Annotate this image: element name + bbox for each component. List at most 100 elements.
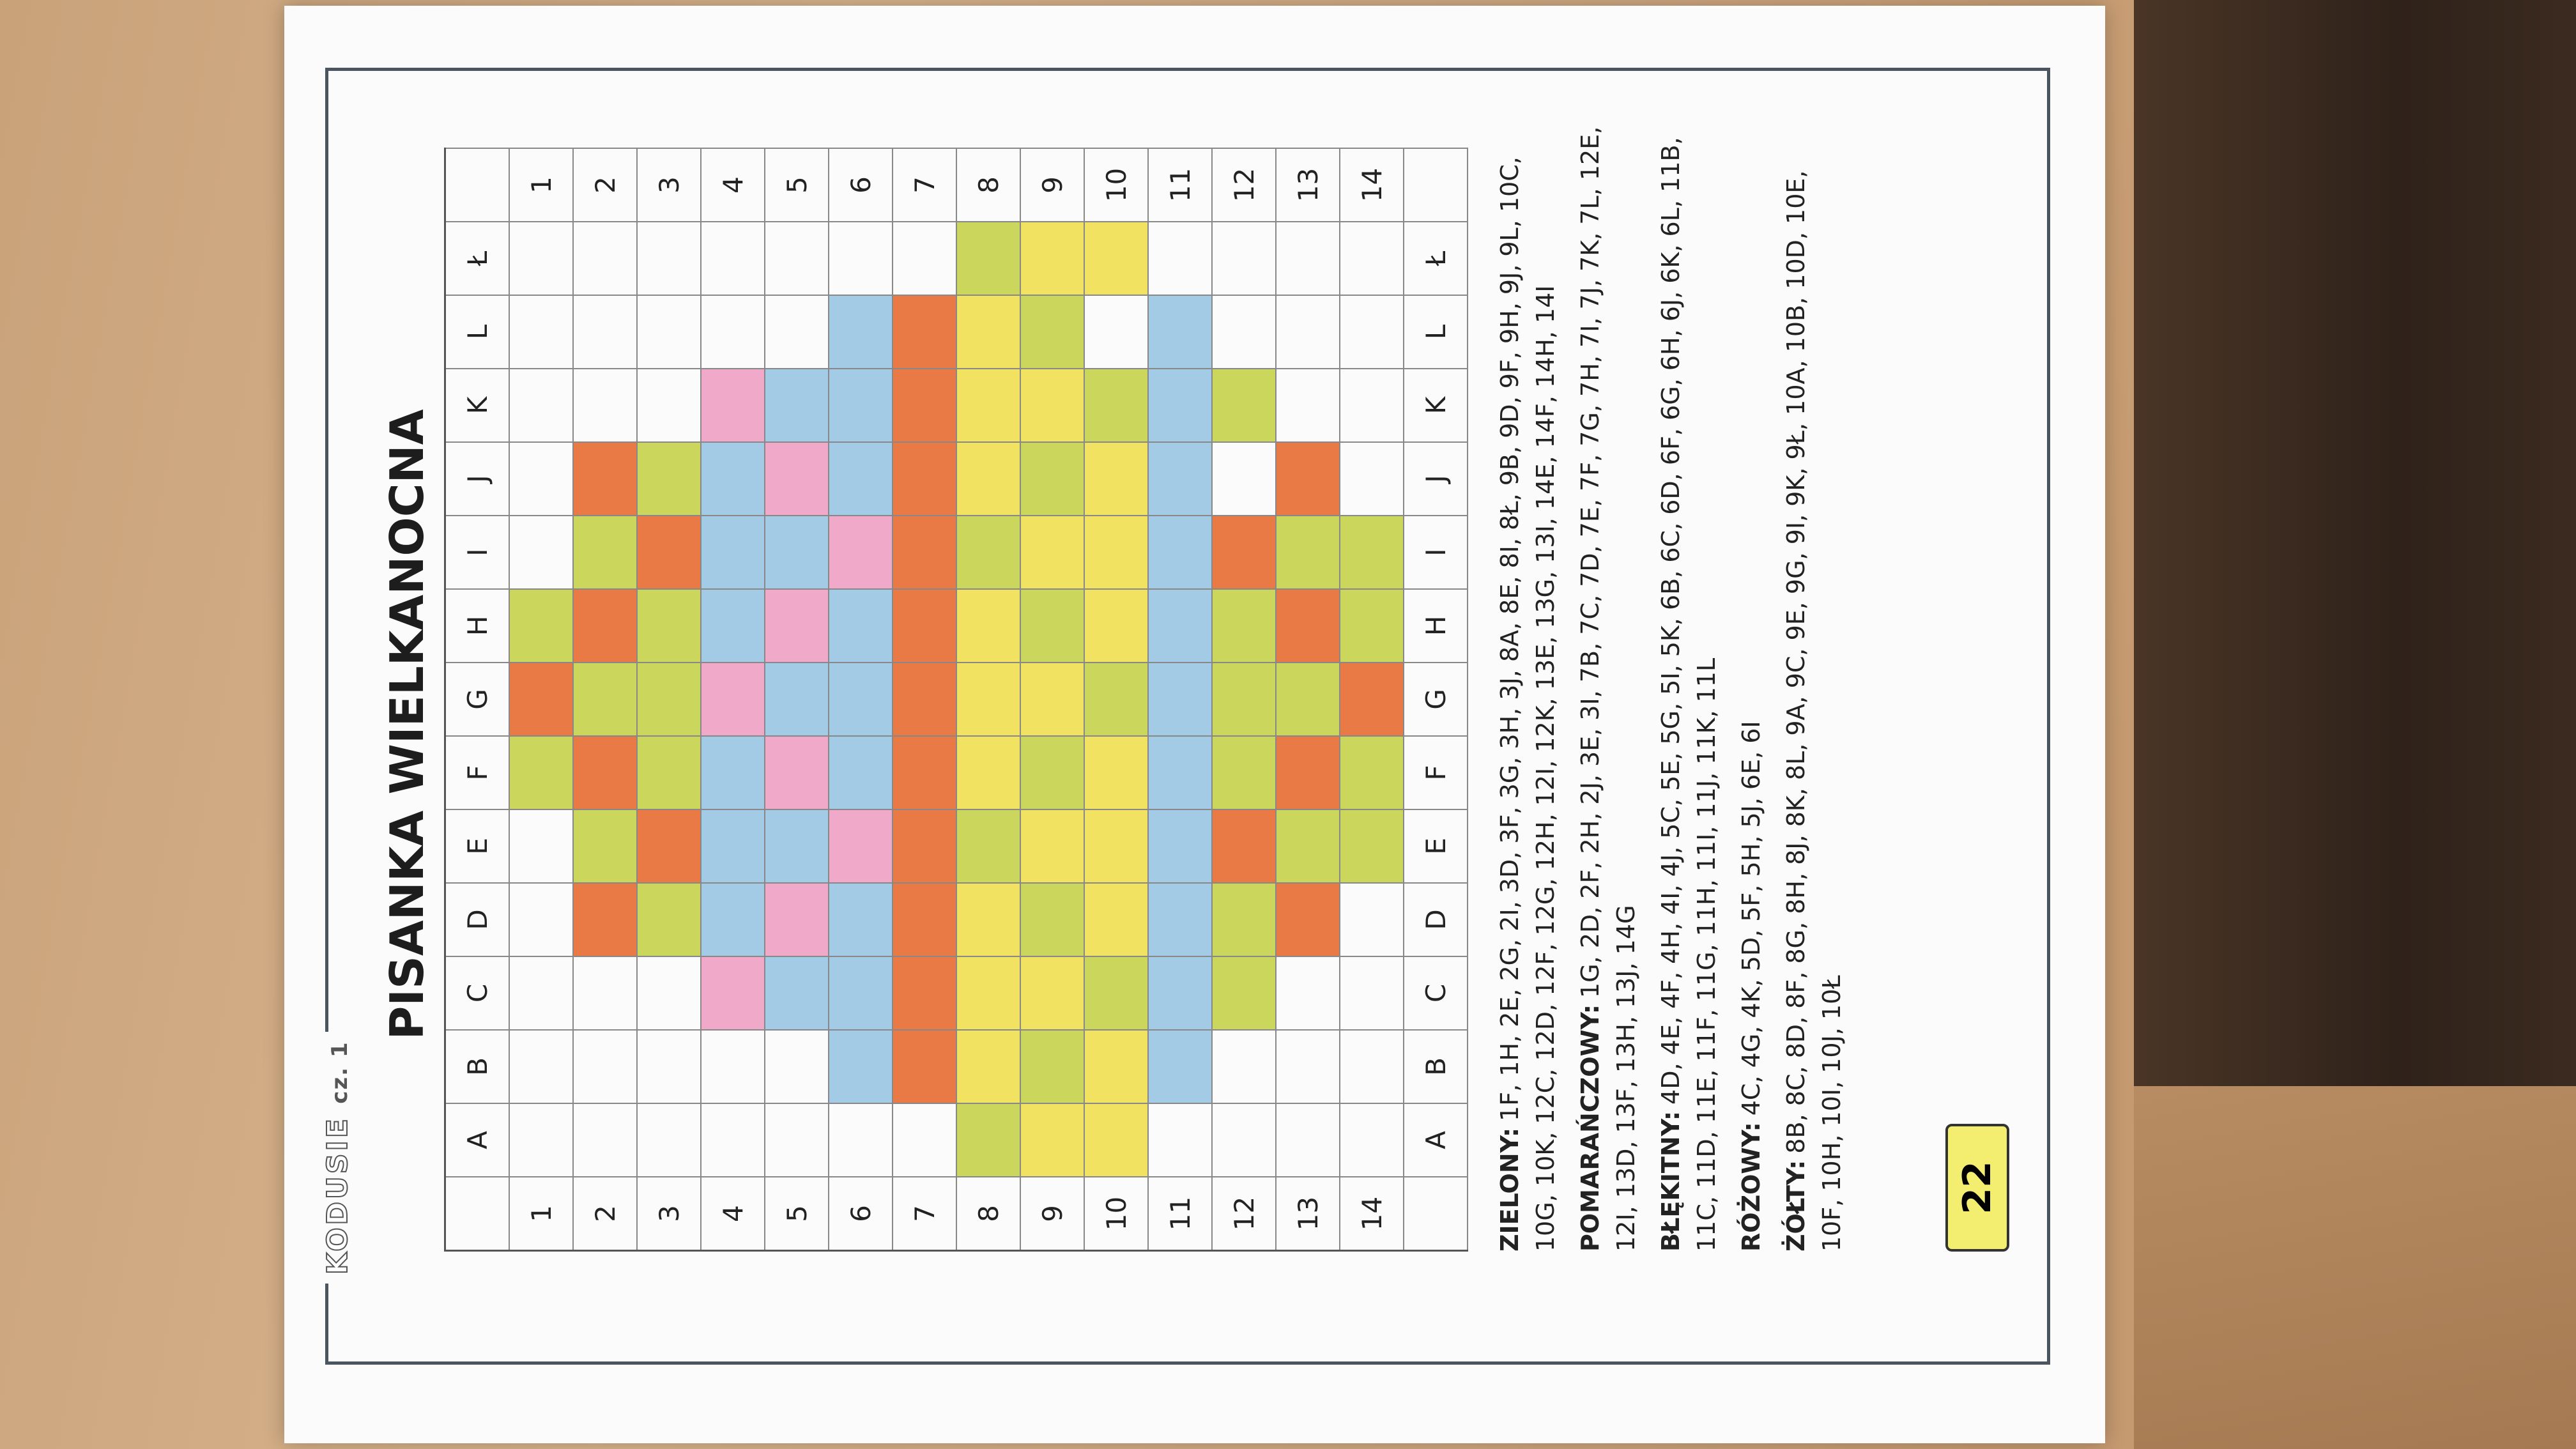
grid-cell: [510, 809, 574, 882]
row-label: 4: [702, 148, 765, 221]
column-label: B: [446, 1029, 510, 1103]
colored-cell: [829, 662, 893, 735]
colored-cell: [829, 588, 893, 662]
colored-cell: [765, 882, 829, 956]
legend-cells: 1F, 1H, 2E, 2G, 2I, 3D, 3F, 3G, 3H, 3J, …: [1496, 157, 1560, 1252]
grid-cell: [574, 295, 638, 368]
colored-cell: [702, 515, 765, 588]
grid-cell: [510, 882, 574, 956]
title: PISANKA WIELKANOCNA: [380, 409, 434, 1040]
grid-cell: [1276, 1029, 1340, 1103]
colored-cell: [1213, 735, 1276, 809]
colored-cell: [893, 368, 957, 441]
column-label: A: [1404, 1103, 1468, 1176]
colored-cell: [1085, 809, 1149, 882]
colored-cell: [1085, 588, 1149, 662]
colored-cell: [1085, 221, 1149, 295]
grid-cell: [1213, 1103, 1276, 1176]
row-label: 10: [1085, 148, 1149, 221]
grid-cell: [702, 295, 765, 368]
colored-cell: [1021, 441, 1085, 515]
row-label: 7: [893, 148, 957, 221]
legend-label: POMARAŃCZOWY:: [1576, 1004, 1604, 1252]
colored-cell: [957, 588, 1021, 662]
row-label: 2: [574, 148, 638, 221]
page-number: 22: [1945, 1124, 2009, 1252]
colored-cell: [893, 515, 957, 588]
colored-cell: [702, 662, 765, 735]
grid-cell: [1340, 956, 1404, 1029]
colored-cell: [702, 882, 765, 956]
row-label: 4: [702, 1176, 765, 1250]
legend-cells: 4C, 4G, 4K, 5D, 5F, 5H, 5J, 6E, 6I: [1737, 721, 1765, 1116]
column-label: F: [1404, 735, 1468, 809]
row-label: 6: [829, 1176, 893, 1250]
colored-cell: [829, 882, 893, 956]
colored-cell: [765, 956, 829, 1029]
colored-cell: [1021, 1029, 1085, 1103]
colored-cell: [829, 441, 893, 515]
colored-cell: [1021, 515, 1085, 588]
column-label: Ł: [1404, 221, 1468, 295]
colored-cell: [1340, 735, 1404, 809]
colored-cell: [702, 368, 765, 441]
colored-cell: [829, 515, 893, 588]
column-label: D: [1404, 882, 1468, 956]
colored-cell: [957, 1103, 1021, 1176]
colored-cell: [957, 735, 1021, 809]
colored-cell: [574, 662, 638, 735]
colored-cell: [1021, 221, 1085, 295]
grid-cell: [1340, 368, 1404, 441]
colored-cell: [1021, 295, 1085, 368]
grid-cell: [1276, 956, 1340, 1029]
column-label: I: [446, 515, 510, 588]
grid-cell: [510, 1029, 574, 1103]
row-label: 8: [957, 148, 1021, 221]
colored-cell: [957, 515, 1021, 588]
colored-cell: [957, 221, 1021, 295]
colored-cell: [1213, 588, 1276, 662]
brand-name: KODUSIE: [321, 1116, 355, 1275]
colored-cell: [638, 735, 702, 809]
column-label: E: [446, 809, 510, 882]
grid-cell: [893, 221, 957, 295]
row-label: 13: [1276, 148, 1340, 221]
grid-cell: [1340, 1103, 1404, 1176]
colored-cell: [1149, 1029, 1213, 1103]
colored-cell: [574, 588, 638, 662]
legend-row: ŻÓŁTY:8B, 8C, 8D, 8F, 8G, 8H, 8J, 8K, 8L…: [1778, 114, 1850, 1252]
colored-cell: [1021, 662, 1085, 735]
grid-cell: [1213, 295, 1276, 368]
part: cz. 1: [327, 1041, 353, 1104]
grid-cell: [1276, 295, 1340, 368]
colored-cell: [510, 662, 574, 735]
colored-cell: [574, 441, 638, 515]
colored-cell: [765, 588, 829, 662]
colored-cell: [765, 662, 829, 735]
row-label: 3: [638, 148, 702, 221]
colored-cell: [702, 956, 765, 1029]
column-label: I: [1404, 515, 1468, 588]
row-label: 2: [574, 1176, 638, 1250]
colored-cell: [702, 809, 765, 882]
colored-cell: [957, 441, 1021, 515]
legend-row: ZIELONY:1F, 1H, 2E, 2G, 2I, 3D, 3F, 3G, …: [1492, 114, 1563, 1252]
column-label: C: [1404, 956, 1468, 1029]
grid-cell: [765, 1029, 829, 1103]
legend-row: RÓŻOWY: 4C, 4G, 4K, 5D, 5F, 5H, 5J, 6E, 6…: [1733, 114, 1769, 1252]
row-label: 12: [1213, 148, 1276, 221]
colored-cell: [893, 588, 957, 662]
column-label: J: [1404, 441, 1468, 515]
grid-cell: [765, 221, 829, 295]
colored-cell: [829, 295, 893, 368]
colored-cell: [893, 956, 957, 1029]
colored-cell: [957, 1029, 1021, 1103]
grid-cell: [638, 221, 702, 295]
grid-cell: [574, 1103, 638, 1176]
coloring-grid: A B C D E F G H I J K L Ł 1 1 2 2 3 3 4 4 5 5 6 6 7 7 8 8 9 9 10 10 11 11 1…: [444, 148, 1468, 1252]
colored-cell: [765, 515, 829, 588]
grid-cell: [574, 1029, 638, 1103]
grid-cell: [1404, 148, 1468, 221]
legend-row: POMARAŃCZOWY:1G, 2D, 2F, 2H, 2J, 3E, 3I,…: [1572, 114, 1644, 1252]
